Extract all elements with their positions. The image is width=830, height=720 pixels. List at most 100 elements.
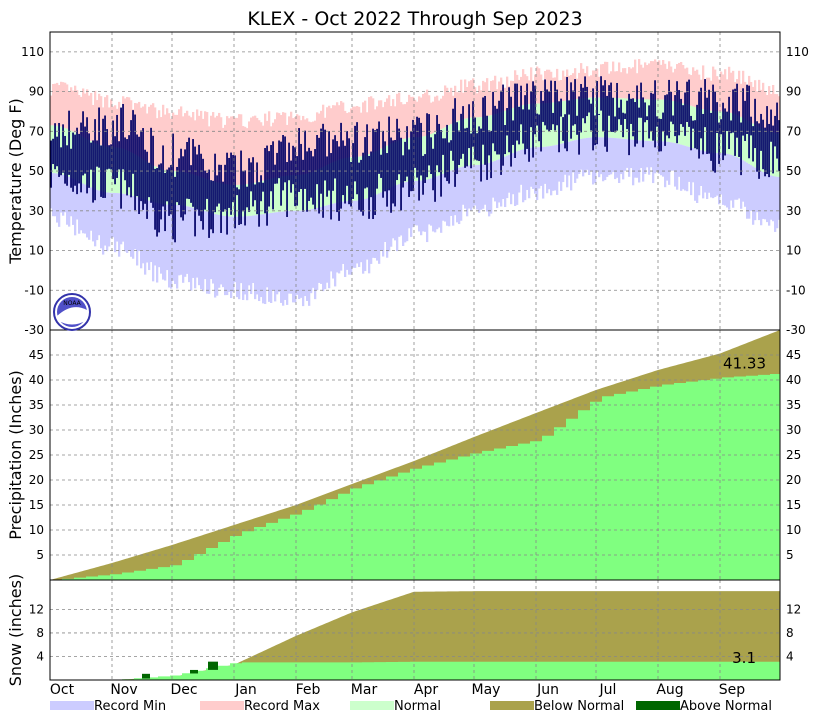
record-max-bar bbox=[376, 106, 379, 151]
snow-observed-area bbox=[50, 661, 780, 680]
observed-temp-bar bbox=[496, 108, 498, 155]
observed-temp-bar bbox=[166, 169, 168, 202]
record-min-bar bbox=[650, 141, 653, 168]
observed-temp-bar bbox=[466, 127, 468, 167]
observed-temp-bar bbox=[266, 145, 268, 226]
record-min-bar bbox=[486, 163, 489, 212]
observed-temp-bar bbox=[718, 122, 720, 164]
observed-temp-bar bbox=[444, 138, 446, 178]
observed-temp-bar bbox=[686, 81, 688, 122]
record-max-bar bbox=[614, 71, 617, 98]
observed-temp-bar bbox=[96, 140, 98, 167]
observed-temp-bar bbox=[742, 88, 744, 136]
record-min-bar bbox=[178, 205, 181, 276]
record-min-bar bbox=[778, 176, 781, 220]
record-min-bar bbox=[642, 140, 645, 182]
normal-range-bar bbox=[278, 176, 281, 212]
record-min-bar bbox=[614, 138, 617, 180]
record-max-bar bbox=[400, 102, 403, 140]
observed-temp-bar bbox=[776, 102, 778, 159]
observed-temp-bar bbox=[676, 81, 678, 144]
observed-temp-bar bbox=[234, 155, 236, 229]
observed-temp-bar bbox=[310, 150, 312, 198]
precipitation-areas bbox=[50, 330, 780, 580]
observed-temp-bar bbox=[674, 95, 676, 137]
legend-swatch bbox=[350, 701, 394, 710]
normal-range-bar bbox=[262, 180, 265, 215]
record-max-bar bbox=[334, 105, 337, 162]
observed-temp-bar bbox=[712, 84, 714, 172]
record-min-bar bbox=[132, 195, 135, 259]
observed-temp-bar bbox=[642, 97, 644, 148]
record-max-bar bbox=[638, 59, 641, 100]
observed-temp-bar bbox=[706, 97, 708, 154]
observed-temp-bar bbox=[608, 85, 610, 116]
y-tick-label-right: 20 bbox=[786, 473, 801, 487]
record-max-bar bbox=[472, 78, 475, 118]
observed-temp-bar bbox=[280, 141, 282, 206]
observed-temp-bar bbox=[602, 85, 604, 131]
chart-title: KLEX - Oct 2022 Through Sep 2023 bbox=[247, 8, 582, 30]
record-max-bar bbox=[628, 67, 631, 99]
y-tick-label-left: 12 bbox=[29, 602, 44, 616]
normal-range-bar bbox=[686, 104, 689, 147]
record-min-bar bbox=[286, 211, 289, 305]
record-max-bar bbox=[620, 72, 623, 99]
record-max-bar bbox=[222, 127, 225, 184]
y-tick-label-right: 50 bbox=[786, 164, 801, 178]
observed-temp-bar bbox=[720, 119, 722, 135]
normal-range-bar bbox=[96, 143, 99, 190]
record-min-bar bbox=[684, 145, 687, 191]
record-min-bar bbox=[404, 182, 407, 243]
observed-temp-bar bbox=[82, 111, 84, 176]
record-max-bar bbox=[218, 112, 221, 183]
observed-temp-bar bbox=[728, 96, 730, 150]
observed-temp-bar bbox=[532, 81, 534, 158]
observed-temp-bar bbox=[472, 101, 474, 147]
observed-temp-bar bbox=[752, 126, 754, 162]
observed-temp-bar bbox=[428, 114, 430, 166]
record-min-bar bbox=[726, 153, 729, 208]
record-max-bar bbox=[368, 97, 371, 155]
y-tick-label-right: 5 bbox=[786, 548, 794, 562]
record-min-bar bbox=[320, 206, 323, 284]
record-min-bar bbox=[76, 180, 79, 220]
observed-temp-bar bbox=[152, 135, 154, 208]
record-min-bar bbox=[158, 203, 161, 268]
record-min-bar bbox=[574, 140, 577, 183]
record-min-bar bbox=[584, 138, 587, 173]
observed-temp-bar bbox=[762, 119, 764, 170]
normal-range-bar bbox=[106, 146, 109, 193]
observed-temp-bar bbox=[708, 89, 710, 154]
record-min-bar bbox=[114, 192, 117, 253]
observed-temp-bar bbox=[62, 124, 64, 173]
record-min-bar bbox=[324, 205, 327, 290]
record-min-bar bbox=[212, 213, 215, 284]
record-min-bar bbox=[152, 201, 155, 282]
observed-temp-bar bbox=[372, 128, 374, 220]
record-max-bar bbox=[468, 81, 471, 118]
observed-temp-bar bbox=[626, 100, 628, 130]
observed-temp-bar bbox=[492, 91, 494, 144]
record-min-bar bbox=[388, 188, 391, 252]
observed-temp-bar bbox=[294, 147, 296, 207]
x-tick-label: Feb bbox=[296, 682, 321, 698]
observed-temp-bar bbox=[252, 157, 254, 207]
record-min-bar bbox=[498, 159, 501, 203]
normal-range-bar bbox=[730, 112, 733, 155]
normal-range-bar bbox=[520, 105, 523, 151]
y-tick-label-left: 25 bbox=[29, 448, 44, 462]
record-min-bar bbox=[232, 216, 235, 292]
record-min-bar bbox=[420, 180, 423, 236]
record-min-bar bbox=[732, 155, 735, 208]
observed-temp-bar bbox=[138, 136, 140, 215]
observed-temp-bar bbox=[170, 165, 172, 215]
record-max-bar bbox=[64, 82, 67, 129]
record-min-bar bbox=[606, 137, 609, 177]
above-normal-mark bbox=[190, 669, 198, 674]
record-min-bar bbox=[72, 178, 75, 225]
observed-temp-bar bbox=[544, 79, 546, 126]
observed-temp-bar bbox=[488, 130, 490, 156]
record-max-bar bbox=[62, 82, 65, 128]
observed-temp-bar bbox=[524, 95, 526, 155]
